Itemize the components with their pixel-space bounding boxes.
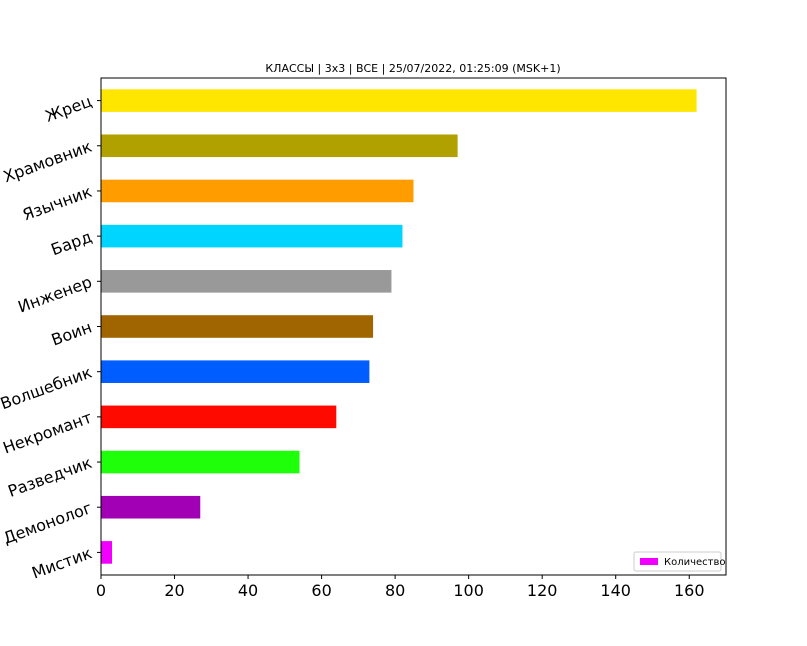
legend-swatch <box>640 558 658 565</box>
bar-0 <box>101 89 697 112</box>
y-tick-label: Разведчик <box>5 453 94 501</box>
bar-1 <box>101 134 458 158</box>
plot-frame <box>100 77 727 576</box>
bar-2 <box>101 179 414 203</box>
x-tick-label: 140 <box>600 581 631 600</box>
bar-5 <box>101 315 374 338</box>
y-tick-label: Демонолог <box>1 498 95 548</box>
x-tick-label: 120 <box>527 581 558 600</box>
chart-title: КЛАССЫ | 3х3 | ВСЕ | 25/07/2022, 01:25:0… <box>265 62 560 75</box>
bar-6 <box>101 360 370 383</box>
bar-4 <box>101 270 392 293</box>
x-tick-label: 0 <box>96 581 106 600</box>
x-tick-label: 60 <box>311 581 331 600</box>
x-tick-label: 20 <box>164 581 184 600</box>
y-tick-label: Бард <box>48 227 94 259</box>
x-tick-label: 100 <box>453 581 484 600</box>
legend-box <box>633 551 722 572</box>
y-tick-label: Волшебник <box>0 362 95 413</box>
y-tick-label: Храмовник <box>1 137 95 187</box>
y-tick-label: Воин <box>49 317 95 349</box>
x-tick-label: 40 <box>238 581 258 600</box>
bar-10 <box>101 541 113 564</box>
x-tick-label: 80 <box>385 581 405 600</box>
bars-group <box>101 89 697 564</box>
bar-8 <box>101 450 300 474</box>
bar-9 <box>101 495 201 519</box>
legend: Количество <box>633 551 726 572</box>
y-tick-label: Мистик <box>29 543 94 582</box>
y-tick-label: Инженер <box>15 272 94 316</box>
legend-label: Количество <box>664 557 726 568</box>
y-tick-label: Язычник <box>20 182 95 225</box>
bar-3 <box>101 224 403 248</box>
bar-7 <box>101 405 337 429</box>
y-tick-label: Некромант <box>0 408 94 458</box>
y-tick-label: Жрец <box>43 91 95 125</box>
x-tick-label: 160 <box>674 581 705 600</box>
x-tick-labels: 0 20 40 60 80 100 120 140 160 <box>96 575 705 600</box>
